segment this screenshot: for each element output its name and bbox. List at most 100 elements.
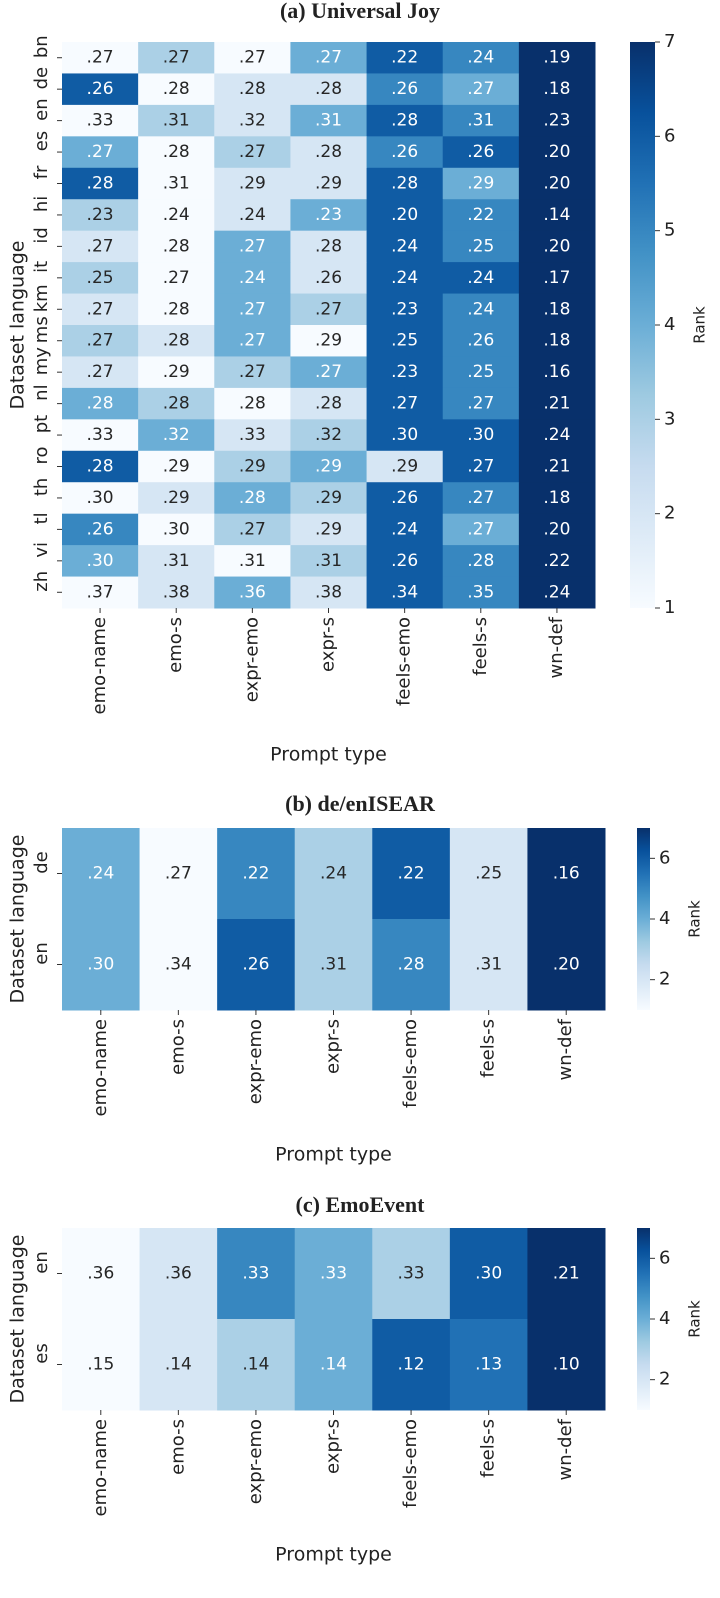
heatmap-cell	[372, 919, 451, 1011]
y-tick-label: vi	[31, 542, 52, 558]
x-tick-label: feels-s	[470, 617, 491, 676]
cell-label: .36	[239, 582, 266, 602]
heatmap-cell	[442, 136, 520, 169]
cell-label: .36	[87, 1264, 114, 1284]
cell-label: .27	[239, 142, 266, 162]
cell-label: .24	[543, 425, 570, 445]
cell-label: .30	[87, 551, 114, 571]
heatmap-cell	[366, 545, 444, 578]
cell-label: .22	[398, 864, 425, 884]
heatmap-cell	[366, 230, 444, 263]
heatmap-cell	[62, 104, 139, 137]
heatmap-cell	[62, 545, 139, 578]
y-tick-label: de	[31, 851, 52, 874]
x-tick-label: expr-emo	[245, 1419, 266, 1504]
cell-label: .29	[163, 362, 190, 382]
heatmap-cell	[372, 1228, 451, 1320]
heatmap-cell	[294, 919, 373, 1011]
cell-label: .34	[391, 582, 418, 602]
cell-label: .14	[320, 1355, 347, 1375]
cell-label: .20	[553, 955, 580, 975]
colorbar-tick-label: 6	[659, 1247, 670, 1268]
heatmap-cell	[214, 42, 291, 74]
heatmap-cell	[372, 1319, 451, 1411]
cell-label: .31	[163, 551, 190, 571]
y-tick-label: en	[31, 942, 52, 964]
heatmap-cell	[366, 199, 444, 232]
cell-label: .25	[475, 864, 502, 884]
heatmap-cell	[294, 828, 373, 920]
heatmap-cell	[214, 545, 291, 578]
cell-label: .28	[163, 142, 190, 162]
x-tick-label: emo-s	[165, 617, 186, 673]
cell-label: .28	[87, 174, 114, 194]
cell-label: .27	[315, 299, 342, 319]
heatmap-cell	[138, 136, 215, 169]
heatmap-cell	[214, 136, 291, 169]
heatmap-cell	[442, 73, 520, 106]
colorbar-tick-label: 6	[659, 847, 670, 868]
y-tick-label: it	[31, 261, 52, 273]
cell-label: .29	[239, 174, 266, 194]
cell-label: .26	[391, 79, 418, 99]
y-tick-label: tl	[31, 512, 52, 524]
heatmap-cell	[214, 104, 291, 137]
heatmap-cell	[366, 513, 444, 546]
heatmap-cell	[449, 1228, 528, 1320]
y-tick-label: es	[31, 131, 52, 151]
x-tick-label: feels-emo	[394, 617, 415, 706]
heatmap-cell	[62, 576, 139, 609]
cell-label: .24	[391, 236, 418, 256]
cell-label: .27	[239, 331, 266, 351]
x-tick-label: emo-name	[90, 1019, 111, 1117]
colorbar-tick-label: 5	[664, 220, 675, 241]
heatmap-cell	[366, 325, 444, 357]
heatmap-cell	[366, 387, 444, 420]
y-tick-label: es	[31, 1343, 52, 1363]
heatmap-cell	[294, 1228, 373, 1320]
cell-label: .28	[315, 79, 342, 99]
heatmap-cell	[214, 482, 291, 515]
cell-label: .22	[467, 205, 494, 225]
cell-label: .32	[315, 425, 342, 445]
colorbar-tick-label: 2	[659, 1369, 670, 1390]
cell-label: .27	[87, 299, 114, 319]
heatmap-cell	[138, 450, 215, 483]
cell-label: .33	[239, 425, 266, 445]
heatmap-cell	[518, 42, 596, 74]
heatmap-cell	[442, 419, 520, 452]
x-tick-label: emo-s	[167, 1019, 188, 1075]
heatmap-cell	[366, 450, 444, 483]
cell-label: .20	[391, 205, 418, 225]
y-tick-label: hi	[31, 196, 52, 212]
heatmap-cell	[290, 513, 368, 546]
cell-label: .23	[87, 205, 114, 225]
heatmap-cell	[138, 419, 215, 452]
cell-label: .28	[239, 488, 266, 508]
x-tick-label: emo-name	[89, 617, 110, 715]
heatmap-cell	[366, 293, 444, 326]
cell-label: .27	[315, 362, 342, 382]
cell-label: .33	[398, 1264, 425, 1284]
x-tick-label: expr-emo	[241, 617, 262, 702]
cell-label: .27	[165, 864, 192, 884]
y-tick-label: ms	[31, 316, 52, 343]
heatmap-cell	[138, 545, 215, 578]
heatmap-cell	[442, 513, 520, 546]
colorbar-tick-label: 6	[664, 125, 675, 146]
heatmap-cell	[62, 1228, 141, 1320]
heatmap-cell	[290, 482, 368, 515]
cell-label: .20	[543, 236, 570, 256]
heatmap-cell	[139, 828, 218, 920]
heatmap-cell	[442, 293, 520, 326]
heatmap-cell	[442, 482, 520, 515]
cell-label: .28	[398, 955, 425, 975]
heatmap-cell	[449, 919, 528, 1011]
heatmap-cell	[518, 387, 596, 420]
heatmap-cell	[442, 42, 520, 74]
heatmap-cell	[518, 104, 596, 137]
cell-label: .27	[87, 48, 114, 68]
cell-label: .18	[543, 331, 570, 351]
colorbar-label: Rank	[691, 306, 709, 344]
cell-label: .37	[87, 582, 114, 602]
